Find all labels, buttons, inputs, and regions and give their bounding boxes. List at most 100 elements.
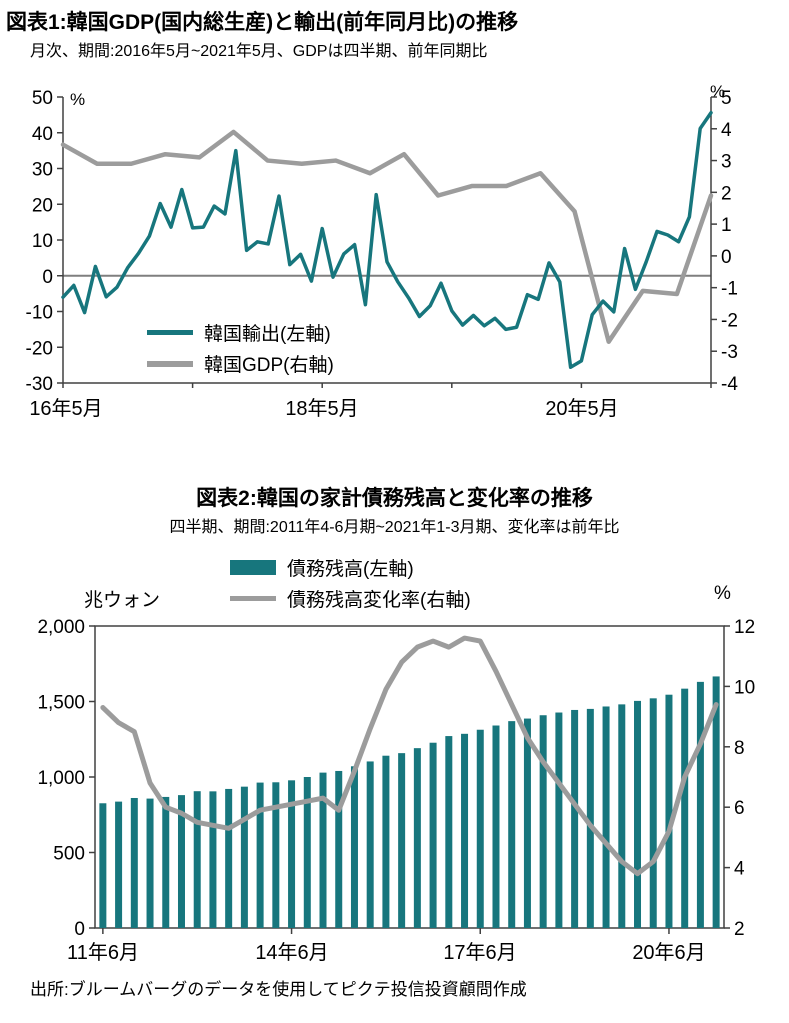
debt-bar xyxy=(618,704,626,928)
debt-bar xyxy=(712,676,720,928)
chart2-legend-row-debt: 債務残高(左軸) xyxy=(230,552,471,583)
debt-bar xyxy=(555,712,563,928)
debt-bar xyxy=(319,772,327,928)
debt-bar xyxy=(429,742,437,928)
left-tick-label: 0 xyxy=(42,267,53,288)
chart2-left-axis-unit: 兆ウォン xyxy=(84,590,161,611)
debt-bar xyxy=(193,791,201,928)
right-tick-label: 5 xyxy=(721,88,732,109)
right-tick-label: -2 xyxy=(721,310,738,331)
debt-bar xyxy=(240,786,248,928)
debt-bar xyxy=(272,782,280,928)
chart2-plot: 2,000 1,500 1,000 500 0 12 10 8 6 4 2 xyxy=(37,617,755,940)
right-tick-label: -3 xyxy=(721,342,738,363)
rate-series-label: 債務残高変化率(右軸) xyxy=(287,590,471,611)
left-tick-label: 40 xyxy=(32,124,53,145)
left-tick-label: 10 xyxy=(32,231,53,252)
left-tick-label: 1,500 xyxy=(37,693,85,714)
left-tick-label: -20 xyxy=(26,338,53,359)
left-tick-label: -10 xyxy=(26,303,53,324)
left-tick-label: 1,000 xyxy=(37,768,85,789)
right-tick-label: 4 xyxy=(721,120,732,141)
debt-bar xyxy=(303,777,311,928)
debt-bar xyxy=(461,733,469,928)
chart2-xlabel-2011: 11年6月 xyxy=(67,942,139,964)
debt-bar xyxy=(350,766,358,928)
debt-bar xyxy=(99,803,107,928)
gdp-line xyxy=(60,129,714,344)
debt-bar xyxy=(492,725,500,928)
chart2-title: 図表2:韓国の家計債務残高と変化率の推移 xyxy=(196,487,593,510)
debt-bar xyxy=(539,715,547,928)
right-tick-label: 6 xyxy=(734,798,745,819)
chart1-xlabel-2020: 20年5月 xyxy=(545,398,619,420)
gdp-series-swatch xyxy=(147,360,193,367)
debt-bar xyxy=(649,698,657,928)
left-tick-label: 0 xyxy=(74,919,85,940)
debt-bar xyxy=(665,694,673,928)
debt-series-label: 債務残高(左軸) xyxy=(287,559,414,580)
right-tick-label: 0 xyxy=(721,247,732,268)
chart1-legend: 韓国輸出(左軸) 韓国GDP(右軸) xyxy=(147,317,334,379)
debt-bar xyxy=(366,761,374,928)
debt-bar xyxy=(382,755,390,928)
chart1-legend-row-export: 韓国輸出(左軸) xyxy=(147,317,334,348)
rate-line xyxy=(100,635,719,877)
export-series-label: 韓国輸出(左軸) xyxy=(204,324,331,345)
left-tick-label: 2,000 xyxy=(37,617,85,638)
debt-bar xyxy=(445,736,453,928)
debt-bar xyxy=(602,706,610,928)
right-tick-label: 3 xyxy=(721,152,732,173)
source-note: 出所:ブルームバーグのデータを使用してピクテ投信投資顧問作成 xyxy=(30,980,527,999)
left-tick-label: 20 xyxy=(32,195,53,216)
debt-bar xyxy=(571,709,579,928)
debt-bar xyxy=(209,791,217,928)
right-tick-label: -1 xyxy=(721,279,738,300)
chart1-xlabel-2018: 18年5月 xyxy=(285,398,359,420)
gdp-series-label: 韓国GDP(右軸) xyxy=(204,355,334,376)
chart2-xlabel-2014: 14年6月 xyxy=(255,942,329,964)
debt-bar xyxy=(413,748,421,928)
chart2-right-axis-unit: % xyxy=(714,583,731,604)
debt-bar xyxy=(177,795,185,928)
export-line xyxy=(61,110,713,370)
debt-bar xyxy=(335,770,343,928)
chart1-subtitle: 月次、期間:2016年5月~2021年5月、GDPは四半期、前年同期比 xyxy=(30,43,488,60)
chart2-legend-row-rate: 債務残高変化率(右軸) xyxy=(230,583,471,614)
right-tick-label: 10 xyxy=(734,677,755,698)
debt-bar xyxy=(130,797,138,928)
left-tick-label: 50 xyxy=(32,88,53,109)
debt-series-swatch xyxy=(230,560,276,575)
export-series-swatch xyxy=(147,330,193,335)
right-tick-label: 2 xyxy=(734,919,745,940)
right-tick-label: 2 xyxy=(721,183,732,204)
debt-bar xyxy=(696,681,704,928)
debt-bar xyxy=(508,721,516,928)
rate-series-swatch xyxy=(230,596,276,601)
right-tick-label: 12 xyxy=(734,617,755,638)
chart1-left-axis-unit: % xyxy=(70,90,86,109)
debt-bar xyxy=(146,798,154,928)
right-tick-label: 1 xyxy=(721,215,732,236)
left-tick-label: 500 xyxy=(53,844,85,865)
debt-bar xyxy=(225,788,233,928)
debt-bar xyxy=(586,708,594,928)
debt-bar xyxy=(115,801,123,928)
chart1-xlabel-2016: 16年5月 xyxy=(29,398,103,420)
chart1-legend-row-gdp: 韓国GDP(右軸) xyxy=(147,348,334,379)
debt-bar xyxy=(398,753,406,928)
debt-bar xyxy=(681,688,689,928)
debt-bar xyxy=(634,700,642,928)
chart2-xlabel-2020: 20年6月 xyxy=(632,942,706,964)
chart2-xlabel-2017: 17年6月 xyxy=(443,942,517,964)
debt-bar xyxy=(288,780,296,928)
debt-bar xyxy=(523,718,531,928)
chart2-legend: 債務残高(左軸) 債務残高変化率(右軸) xyxy=(230,552,471,614)
plot-frame xyxy=(94,625,725,929)
chart2-subtitle: 四半期、期間:2011年4-6月期~2021年1-3月期、変化率は前年比 xyxy=(169,519,620,536)
chart1-title: 図表1:韓国GDP(国内総生産)と輸出(前年同月比)の推移 xyxy=(6,11,519,34)
right-tick-label: 4 xyxy=(734,859,745,880)
debt-bar xyxy=(162,796,170,928)
